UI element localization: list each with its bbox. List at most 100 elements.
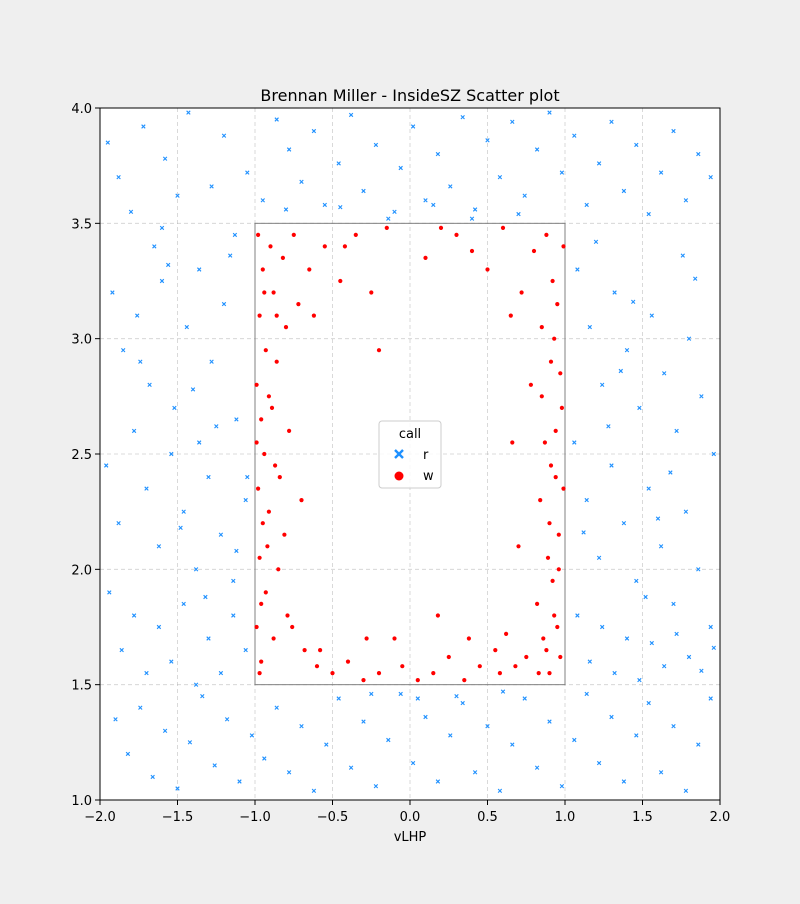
point-r [609,714,614,720]
point-w [559,405,565,410]
point-w [338,278,343,284]
point-w [260,267,265,272]
point-w [296,302,301,307]
point-r [144,670,149,676]
point-w [256,486,261,491]
point-r [671,128,676,134]
point-r [497,175,503,180]
point-r [559,170,565,175]
point-r [621,779,627,784]
point-r [596,555,602,560]
point-w [274,359,279,364]
chart-title: Brennan Miller - InsideSZ Scatter plot [260,86,559,105]
point-r [584,691,589,697]
point-w [259,417,264,422]
point-w [469,248,475,254]
point-r [187,740,193,745]
point-r [169,451,174,457]
point-r [649,313,654,318]
x-tick-label: −0.5 [317,810,349,825]
point-r [655,516,661,521]
point-r [671,601,676,607]
point-w [431,671,436,676]
point-w [552,336,557,341]
point-w [271,290,276,295]
point-r [593,239,599,244]
point-w [345,659,351,664]
point-r [104,463,109,468]
x-tick-label: −1.0 [239,810,271,825]
point-r [392,209,397,214]
point-r [596,760,602,766]
point-r [711,451,716,457]
point-r [410,124,416,129]
point-r [587,659,592,664]
point-r [299,179,304,184]
point-w [539,394,544,399]
point-w [384,225,389,230]
point-r [668,470,673,475]
point-r [534,147,540,152]
point-r [646,700,651,706]
point-w [435,613,440,618]
point-r [448,733,453,738]
point-w [364,636,369,641]
point-r [522,696,527,701]
point-r [286,770,292,775]
point-r [336,161,341,166]
point-r [662,371,667,376]
point-w [553,428,558,433]
x-axis-ticks: −2.0 −1.5 −1.0 −0.5 0.0 0.5 1.0 1.5 2.0 [84,800,730,825]
point-r [431,202,436,208]
legend-box [378,420,442,489]
point-r [361,188,366,194]
point-w [314,664,320,669]
point-w [544,648,549,653]
point-w [561,244,566,249]
point-w [259,601,264,607]
point-r [311,128,317,134]
point-r [472,770,478,775]
series-r [104,110,716,793]
point-r [200,694,205,699]
point-w [545,555,551,560]
point-r [135,313,140,318]
point-r [649,640,654,646]
point-r [147,382,152,387]
legend-marker-w [394,471,404,481]
point-r [245,474,250,480]
point-w [548,463,554,468]
y-tick-label: 3.0 [71,333,92,348]
point-r [324,742,329,747]
legend-label-w: w [423,469,434,484]
point-w [262,451,267,457]
point-r [609,119,614,124]
point-r [696,742,701,747]
point-r [116,175,121,180]
point-r [469,216,475,221]
point-w [287,428,292,433]
point-r [460,115,465,120]
point-r [274,705,279,710]
point-r [634,578,639,584]
point-r [547,719,552,724]
point-r [662,664,667,669]
point-r [680,253,685,258]
point-w [446,654,451,660]
strike-zone [254,222,566,686]
point-r [386,216,391,221]
point-r [113,717,118,722]
point-r [534,765,540,770]
point-w [510,440,515,445]
y-tick-label: 2.5 [71,448,92,463]
point-r [172,405,177,411]
point-r [460,700,465,706]
point-r [631,299,636,304]
point-w [254,440,259,445]
point-w [254,624,259,630]
point-w [254,382,259,387]
point-r [125,751,131,757]
point-r [711,645,716,650]
point-r [175,193,180,198]
point-w [400,664,405,669]
